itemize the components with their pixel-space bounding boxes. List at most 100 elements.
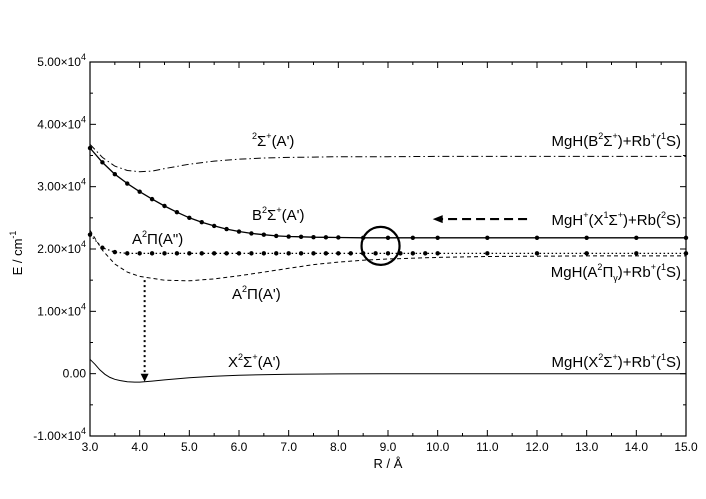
data-point [311,251,316,256]
x-tick-label: 8.0 [330,440,347,454]
y-tick-label: 2.00×104 [37,239,86,256]
series-line-0 [89,147,686,239]
data-point [385,251,391,256]
data-point [211,223,217,229]
data-point [236,251,242,256]
data-point [224,251,229,256]
data-point [435,235,440,240]
y-tick-label: 0.00 [63,367,87,381]
x-tick-label: 10.0 [426,440,450,454]
data-point [323,251,329,256]
data-point [683,235,689,240]
asymptote-label-x: MgH(X2Σ+)+Rb+(1S) [552,352,681,371]
data-point [311,234,316,240]
data-point [199,219,204,225]
data-point [485,235,490,240]
data-point [112,249,118,255]
data-point [87,145,93,151]
data-point [336,235,341,240]
data-point [224,226,229,232]
x-tick-label: 7.0 [280,440,297,454]
x-tick-label: 5.0 [181,440,198,454]
data-point [187,251,192,256]
y-tick-label: 5.00×104 [37,52,86,69]
x-tick-label: 11.0 [476,440,499,454]
label-a-pi-a1-state: A2Π(A') [232,284,281,303]
data-point [485,251,490,256]
x-tick-label: 6.0 [231,440,248,454]
label-x-state: X2Σ+(A') [228,352,280,371]
data-point [423,251,428,256]
x-tick-label: 15.0 [674,440,698,454]
plot-frame [89,61,687,437]
data-point [634,235,639,240]
data-point [211,251,217,256]
data-point [323,235,329,240]
data-point [298,251,304,256]
chart-marks [140,215,528,382]
series-line-3 [89,230,686,282]
data-point [137,189,142,194]
data-point [162,251,167,256]
transition-arrow-head [140,373,149,382]
series-line-4 [89,358,686,383]
data-point [249,251,254,256]
crossing-circle [360,225,401,266]
data-point [286,234,291,239]
data-point [534,235,540,240]
data-point [584,251,589,256]
data-point [125,181,130,186]
data-point [373,251,378,256]
data-point [683,251,689,256]
data-point [199,251,204,256]
asymptote-label-b: MgH(B2Σ+)+Rb+(1S) [552,131,681,150]
y-tick-label: -1.00×104 [33,426,86,443]
data-point [348,251,353,256]
label-a-pi-a2-state: A2Π(A") [132,229,183,248]
x-axis-title: R / Å [374,456,403,471]
data-point [410,251,416,256]
data-point [149,251,155,256]
axis-ticks: 3.0 4.0 5.0 6.0 7.0 8.0 9.0 10.0 11.0 12.0 13.0 14.… [33,52,698,454]
data-point [174,210,180,215]
y-axis-title: E / cm-1 [8,231,25,276]
data-point [298,234,304,240]
data-point [261,232,267,237]
label-2sigma-state: 2Σ+(A') [252,131,294,150]
data-point [410,235,416,240]
data-point [187,215,192,221]
x-tick-label: 14.0 [625,440,649,454]
y-tick-label: 1.00×104 [37,301,86,318]
data-point [112,172,118,177]
x-tick-label: 13.0 [575,440,599,454]
data-point [286,251,291,256]
data-point [100,160,105,165]
asymptote-label-a: MgH(A2Πγ)+Rb+(1S) [551,262,681,283]
data-point [634,251,639,256]
data-point [336,251,341,256]
data-point [249,231,254,236]
data-point [137,251,142,256]
data-point [125,251,130,256]
asymptote-label-ion: MgH+(X1Σ+)+Rb(2S) [552,210,681,229]
x-tick-label: 3.0 [82,440,99,454]
x-tick-label: 9.0 [380,440,397,454]
data-point [162,203,167,209]
data-point [274,251,279,256]
data-point [174,251,180,256]
data-point [534,251,540,256]
data-point [274,233,279,239]
data-point [435,251,440,256]
y-tick-label: 4.00×104 [37,114,86,131]
data-point [149,196,155,202]
x-tick-label: 12.0 [525,440,549,454]
data-point [261,251,267,256]
y-tick-label: 3.00×104 [37,177,86,194]
data-point [236,229,242,234]
data-point [584,235,589,240]
label-b-state: B2Σ+(A') [252,205,304,224]
data-point [385,235,391,240]
data-point [87,232,93,237]
x-tick-label: 4.0 [131,440,148,454]
